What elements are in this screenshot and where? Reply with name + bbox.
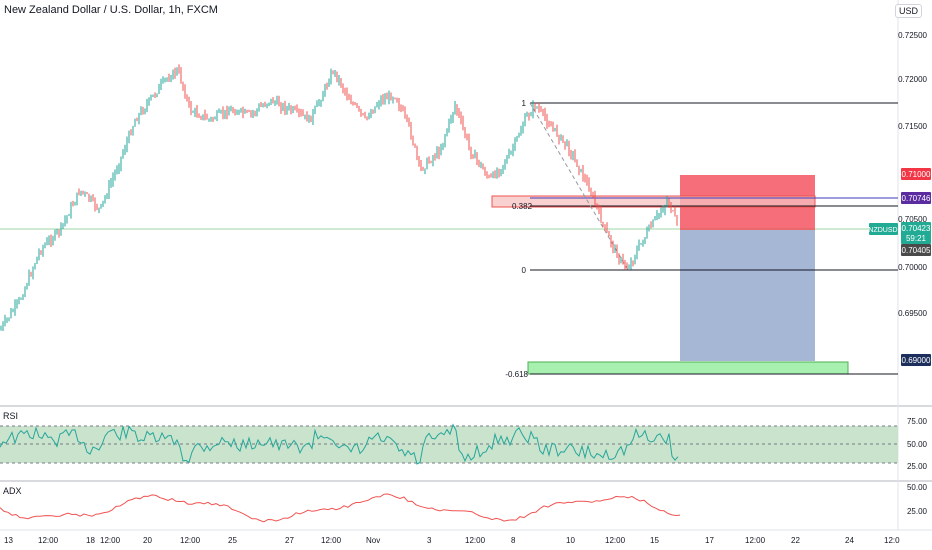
time-tick: 25 <box>228 536 237 545</box>
time-tick: 12:00 <box>100 536 121 545</box>
price-axis[interactable]: 0.72500 0.72000 0.71500 0.70500 0.70000 … <box>898 31 927 318</box>
time-tick: 12:00 <box>321 536 342 545</box>
rsi-tick: 75.00 <box>907 417 928 426</box>
fib-label-neg0618: -0.618 <box>505 370 528 379</box>
price-tick: 0.72500 <box>898 31 927 40</box>
price-tick: 0.72000 <box>898 75 927 84</box>
time-tick: 24 <box>845 536 854 545</box>
time-tick: Nov <box>366 536 380 545</box>
time-tick: 3 <box>427 536 432 545</box>
time-tick: 12:00 <box>745 536 766 545</box>
entry-price-tag <box>901 244 931 256</box>
level-price-label: 0.70746 <box>902 194 931 203</box>
time-tick: 12:00 <box>465 536 486 545</box>
price-tick: 0.71500 <box>898 122 927 131</box>
rsi-tick: 25.00 <box>907 462 928 471</box>
time-tick: 12:00 <box>180 536 201 545</box>
time-tick: 13 <box>4 536 13 545</box>
time-tick: 12:00 <box>38 536 59 545</box>
time-tick: 10 <box>566 536 575 545</box>
time-tick: 20 <box>143 536 152 545</box>
price-tick: 0.70500 <box>898 215 927 224</box>
fibonacci-retracement[interactable] <box>529 102 898 375</box>
fib-label-0: 0 <box>522 266 527 275</box>
stop-price-tag <box>901 168 931 180</box>
adx-tick: 50.00 <box>907 483 928 492</box>
resistance-rectangle[interactable] <box>491 195 816 208</box>
symbol-label: NZDUSD <box>868 227 897 234</box>
fib-label-1: 1 <box>522 99 527 108</box>
adx-tick: 25.00 <box>907 507 928 516</box>
entry-price-label: 0.70405 <box>902 246 931 255</box>
target-rectangle[interactable] <box>527 361 849 375</box>
adx-indicator-label[interactable]: ADX <box>3 486 22 496</box>
profit-target-zone[interactable] <box>680 230 815 361</box>
time-tick: 12:00 <box>605 536 626 545</box>
price-candles <box>0 64 678 331</box>
currency-button[interactable]: USD <box>894 4 922 18</box>
last-price-tag <box>901 222 931 244</box>
time-tick: 18 <box>86 536 95 545</box>
time-tick: 12:0 <box>884 536 900 545</box>
rsi-tick: 50.00 <box>907 440 928 449</box>
target-price-label: 0.69000 <box>902 356 931 365</box>
time-tick: 17 <box>705 536 714 545</box>
price-tick: 0.70000 <box>898 263 927 272</box>
time-axis[interactable]: 13 12:00 18 12:00 20 12:00 25 27 12:00 N… <box>4 536 900 545</box>
rsi-line <box>0 423 679 465</box>
target-price-tag <box>901 354 931 366</box>
stop-price-label: 0.71000 <box>902 170 931 179</box>
time-tick: 8 <box>511 536 516 545</box>
countdown-label: 59:21 <box>906 234 927 243</box>
fib-label-0382: 0.382 <box>512 202 533 211</box>
adx-line <box>0 493 681 523</box>
rsi-indicator-label[interactable]: RSI <box>3 411 19 421</box>
chart-title: New Zealand Dollar / U.S. Dollar, 1h, FX… <box>4 4 218 16</box>
time-tick: 22 <box>791 536 800 545</box>
price-tick: 0.69500 <box>898 309 927 318</box>
time-tick: 27 <box>285 536 294 545</box>
symbol-tag <box>869 223 898 235</box>
time-tick: 15 <box>650 536 659 545</box>
level-price-tag <box>901 192 931 204</box>
last-price-label: 0.70423 <box>902 224 931 233</box>
